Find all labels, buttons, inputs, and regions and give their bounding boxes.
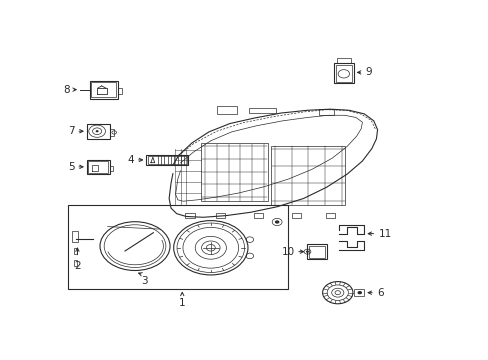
Text: 9: 9 <box>365 67 371 77</box>
Bar <box>271 146 345 205</box>
Bar <box>307 244 326 260</box>
Bar <box>309 246 325 258</box>
Text: 5: 5 <box>68 162 75 172</box>
Circle shape <box>305 251 308 253</box>
Circle shape <box>274 220 279 224</box>
Bar <box>333 63 353 84</box>
Bar <box>74 248 77 254</box>
Bar <box>215 213 224 218</box>
Bar <box>146 155 188 165</box>
Bar <box>318 109 333 115</box>
Text: 3: 3 <box>142 276 148 286</box>
Bar <box>109 166 112 171</box>
Bar <box>118 88 122 94</box>
Text: 7: 7 <box>68 126 75 136</box>
Bar <box>91 82 116 97</box>
Bar <box>325 213 334 218</box>
Bar <box>87 123 109 139</box>
Bar <box>201 143 267 201</box>
Bar <box>88 161 108 173</box>
Bar <box>335 65 351 82</box>
Bar <box>74 260 77 266</box>
Text: 6: 6 <box>376 288 383 298</box>
Text: 2: 2 <box>74 261 81 271</box>
Text: 1: 1 <box>179 298 185 308</box>
Bar <box>291 213 300 218</box>
Bar <box>68 205 287 288</box>
Bar <box>87 159 109 174</box>
Text: 8: 8 <box>63 85 70 95</box>
Bar <box>216 106 237 114</box>
Bar <box>185 213 194 218</box>
Circle shape <box>96 130 99 132</box>
Text: 10: 10 <box>281 247 294 257</box>
Circle shape <box>357 291 361 294</box>
Bar <box>109 129 114 135</box>
Text: 11: 11 <box>378 229 391 239</box>
Bar <box>72 231 78 242</box>
Bar <box>248 108 275 113</box>
Bar <box>89 81 118 99</box>
Bar <box>147 156 186 164</box>
Bar <box>253 213 262 218</box>
Bar <box>336 58 350 63</box>
Bar <box>353 289 364 296</box>
Text: 4: 4 <box>127 155 134 165</box>
